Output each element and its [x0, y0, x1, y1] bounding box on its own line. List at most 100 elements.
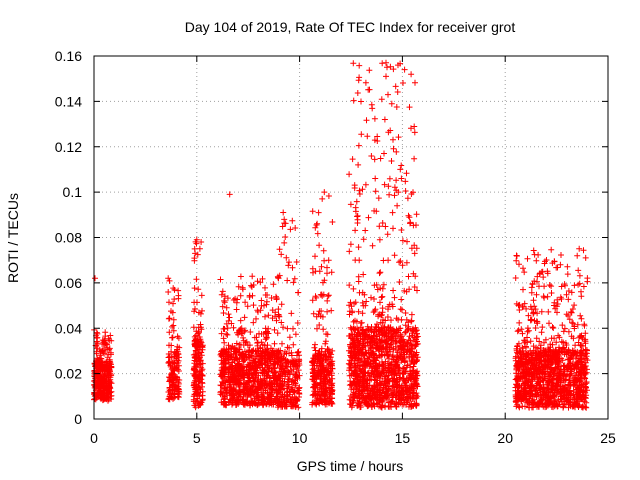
- data-point: [355, 278, 362, 285]
- data-point: [557, 393, 564, 400]
- data-point: [379, 332, 385, 339]
- data-point: [384, 380, 391, 387]
- data-point: [360, 388, 366, 394]
- data-point: [406, 286, 413, 293]
- data-point: [535, 251, 542, 258]
- data-point: [286, 259, 292, 266]
- data-point: [279, 378, 286, 385]
- data-point: [565, 328, 572, 335]
- data-point: [567, 396, 574, 403]
- data-point: [107, 359, 114, 366]
- data-point: [548, 290, 555, 296]
- data-point: [99, 392, 106, 399]
- data-point: [572, 372, 579, 379]
- data-point: [242, 327, 249, 334]
- data-point: [262, 284, 268, 291]
- data-point: [321, 277, 328, 284]
- data-point: [323, 371, 330, 378]
- data-point: [249, 384, 256, 391]
- data-point: [390, 326, 396, 333]
- data-point: [532, 401, 539, 408]
- data-point: [384, 64, 390, 71]
- data-point: [583, 369, 590, 376]
- data-point: [195, 329, 202, 336]
- data-point: [223, 304, 230, 311]
- data-point: [288, 310, 295, 317]
- data-point: [259, 275, 266, 282]
- data-point: [518, 382, 525, 389]
- data-point: [105, 387, 112, 393]
- data-point: [401, 66, 408, 73]
- data-point: [328, 370, 335, 377]
- data-point: [379, 402, 386, 409]
- data-point: [351, 185, 358, 191]
- data-point: [566, 389, 573, 396]
- data-point: [348, 303, 355, 310]
- data-point: [263, 346, 270, 353]
- data-point: [515, 387, 522, 394]
- data-point: [403, 349, 410, 356]
- data-point: [379, 293, 386, 300]
- data-point: [279, 340, 285, 347]
- x-axis-ticks: 0 5 10 15 20 25: [90, 56, 616, 446]
- data-point: [518, 326, 525, 333]
- data-point: [260, 387, 267, 393]
- data-point: [413, 222, 419, 229]
- data-point: [372, 175, 379, 182]
- data-point: [365, 392, 372, 399]
- data-point: [540, 347, 547, 354]
- data-point: [523, 353, 530, 360]
- data-point: [218, 373, 225, 380]
- data-point: [269, 369, 276, 375]
- data-point: [538, 329, 545, 336]
- data-point: [551, 351, 557, 358]
- data-point: [198, 239, 205, 245]
- data-point: [199, 397, 206, 404]
- data-point: [268, 400, 275, 406]
- data-point: [408, 71, 415, 78]
- data-point: [388, 100, 395, 107]
- data-point: [101, 367, 108, 374]
- data-point: [313, 222, 320, 228]
- data-point: [221, 299, 228, 306]
- data-point: [239, 396, 246, 403]
- data-point: [391, 294, 398, 301]
- data-point: [278, 301, 285, 308]
- data-point: [516, 396, 523, 403]
- data-point: [388, 387, 395, 394]
- data-point: [406, 403, 412, 410]
- data-point: [567, 390, 574, 397]
- data-point: [409, 393, 416, 400]
- data-point: [167, 362, 174, 369]
- data-point: [166, 374, 172, 381]
- data-point: [359, 186, 366, 193]
- data-point: [199, 307, 205, 314]
- data-point: [361, 384, 368, 391]
- data-point: [274, 330, 281, 337]
- data-point: [276, 272, 283, 279]
- data-point: [571, 282, 578, 289]
- data-point: [579, 342, 586, 349]
- data-point: [382, 223, 389, 230]
- data-point: [532, 306, 539, 313]
- data-point: [319, 370, 325, 377]
- data-point: [577, 312, 584, 319]
- data-point: [252, 371, 259, 377]
- data-point: [346, 367, 353, 374]
- data-point: [406, 374, 413, 380]
- data-point: [95, 377, 102, 384]
- data-point: [242, 299, 249, 306]
- data-point: [284, 325, 291, 332]
- data-point: [408, 317, 415, 324]
- data-point: [525, 327, 532, 334]
- data-point: [236, 394, 243, 400]
- data-point: [222, 402, 229, 409]
- data-point: [244, 342, 251, 349]
- data-point: [537, 398, 544, 404]
- data-point: [359, 310, 366, 317]
- data-point: [568, 309, 575, 316]
- data-point: [264, 292, 271, 298]
- data-point: [287, 396, 294, 403]
- data-point: [567, 366, 574, 373]
- data-point: [226, 191, 233, 198]
